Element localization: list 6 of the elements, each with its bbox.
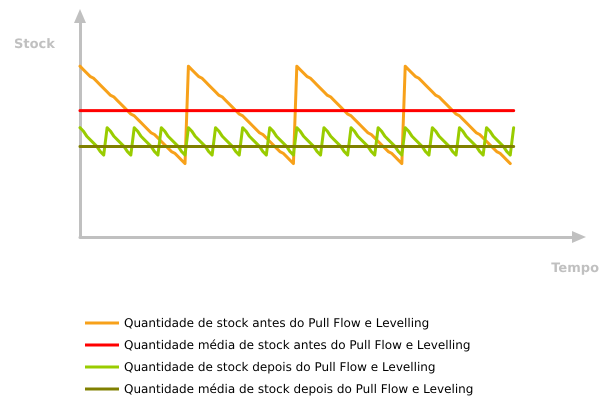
y-axis-title: Stock (14, 37, 56, 52)
legend-label: Quantidade média de stock depois do Pull Flow e Leveling (124, 382, 474, 396)
legend-label: Quantidade de stock antes do Pull Flow e Levelling (124, 316, 430, 330)
x-axis-title: Tempo (551, 261, 600, 276)
legend-label: Quantidade média de stock antes do Pull Flow e Levelling (124, 338, 470, 352)
legend-label: Quantidade de stock depois do Pull Flow e Levelling (124, 360, 436, 374)
